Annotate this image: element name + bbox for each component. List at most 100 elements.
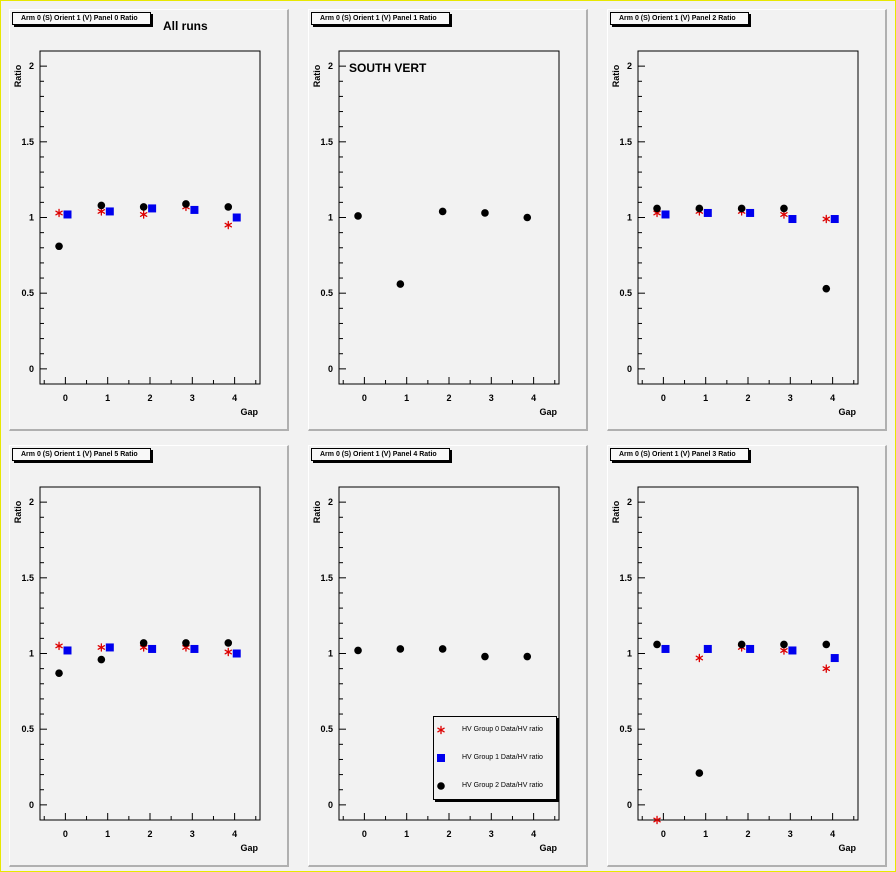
x-tick-label: 1 [105, 393, 110, 403]
pad-panel-2: 0 0.5 1 1.5 2 0 1 2 3 4 Gap Ratio Arm 0 (S) Orient … [607, 9, 887, 431]
data-point-square [830, 654, 839, 663]
pad-title: Arm 0 (S) Orient 1 (V) Panel 1 Ratio [311, 12, 450, 25]
pad-panel-5: 0 0.5 1 1.5 2 0 1 2 3 4 Gap Ratio Arm 0 (S) Orient … [9, 445, 289, 867]
data-point-square [788, 646, 797, 655]
legend-marker [437, 782, 445, 790]
data-point-circle [780, 204, 788, 213]
x-tick-label: 0 [661, 829, 666, 839]
data-point-circle [224, 639, 233, 647]
y-tick-label: 2 [29, 61, 34, 71]
data-point-square [148, 204, 157, 213]
y-axis-label: Ratio [13, 64, 23, 87]
data-point-square [703, 208, 712, 217]
data-point-circle [523, 213, 532, 222]
data-point-square [703, 644, 712, 653]
y-tick-label: 0.5 [619, 288, 632, 298]
y-tick-label: 1.5 [21, 137, 34, 147]
x-tick-label: 0 [362, 829, 367, 839]
data-point-circle [695, 204, 704, 213]
data-point-square [788, 215, 797, 224]
data-point-circle [97, 655, 106, 664]
plot-frame [637, 50, 859, 385]
y-axis-label: Ratio [312, 500, 322, 523]
data-point-circle [396, 645, 405, 653]
y-axis-label: Ratio [312, 64, 322, 87]
x-axis-label: Gap [838, 843, 856, 853]
pad-panel-1: 0 0.5 1 1.5 2 0 1 2 3 4 Gap Ratio SOUTH VERT Arm 0 (… [308, 9, 588, 431]
x-tick-label: 1 [404, 829, 409, 839]
data-point-circle [224, 203, 233, 211]
plot-frame [338, 50, 560, 385]
data-point-star [822, 664, 831, 673]
data-point-circle [354, 646, 362, 655]
data-point-circle [55, 242, 63, 251]
data-point-circle [396, 280, 405, 288]
y-tick-label: 1 [29, 213, 34, 223]
y-tick-label: 1.5 [320, 137, 333, 147]
legend-marker-circle-icon [437, 782, 445, 790]
data-point-circle [354, 212, 362, 220]
legend-label: HV Group 0 Data/HV ratio [462, 726, 543, 733]
legend-entry: HV Group 0 Data/HV ratio [434, 723, 556, 737]
data-point-circle [438, 207, 447, 216]
data-point-star [139, 210, 148, 219]
x-tick-label: 3 [489, 393, 494, 403]
legend-box: HV Group 0 Data/HV ratio HV Group 1 Data… [433, 716, 557, 800]
x-tick-label: 0 [661, 393, 666, 403]
x-tick-label: 1 [703, 829, 708, 839]
data-point-circle [139, 203, 148, 211]
y-tick-label: 0.5 [21, 288, 34, 298]
data-point-circle [523, 652, 532, 661]
data-point-circle [695, 769, 704, 777]
data-point-circle [653, 640, 661, 649]
y-tick-label: 1.5 [619, 573, 632, 583]
legend-marker [437, 754, 445, 762]
pad-panel-4: 0 0.5 1 1.5 2 0 1 2 3 4 Gap Ratio Arm 0 (S) Orient … [308, 445, 588, 867]
legend-marker-square-icon [437, 754, 445, 762]
y-axis-label: Ratio [611, 64, 621, 87]
pad-title: Arm 0 (S) Orient 1 (V) Panel 4 Ratio [311, 448, 450, 461]
pad-title: Arm 0 (S) Orient 1 (V) Panel 3 Ratio [610, 448, 749, 461]
data-point-circle [653, 204, 661, 213]
data-point-square [232, 649, 241, 658]
data-point-circle [182, 639, 190, 647]
x-tick-label: 4 [830, 829, 835, 839]
y-tick-label: 0.5 [320, 724, 333, 734]
x-tick-label: 4 [531, 829, 536, 839]
chart-annotation: All runs [163, 19, 208, 33]
plot-frame [637, 486, 859, 821]
data-point-star [695, 653, 704, 663]
data-point-square [148, 644, 157, 653]
x-tick-label: 2 [745, 829, 750, 839]
x-tick-label: 4 [232, 393, 237, 403]
y-tick-label: 1 [627, 213, 632, 223]
y-tick-label: 0 [29, 364, 34, 374]
y-tick-label: 1.5 [619, 137, 632, 147]
y-tick-label: 1.5 [21, 573, 34, 583]
x-axis-label: Gap [240, 843, 258, 853]
x-tick-label: 0 [63, 393, 68, 403]
data-point-square [105, 207, 114, 216]
x-axis-label: Gap [539, 843, 557, 853]
pad-title: Arm 0 (S) Orient 1 (V) Panel 0 Ratio [12, 12, 151, 25]
data-point-circle [55, 669, 63, 677]
y-tick-label: 0 [29, 800, 34, 810]
x-tick-label: 2 [147, 829, 152, 839]
data-point-circle [481, 652, 489, 661]
legend-entry: HV Group 1 Data/HV ratio [434, 751, 556, 765]
data-point-square [661, 644, 670, 653]
y-tick-label: 1.5 [320, 573, 333, 583]
plot-frame [39, 486, 261, 821]
x-tick-label: 1 [105, 829, 110, 839]
x-axis-label: Gap [240, 407, 258, 417]
y-tick-label: 1 [627, 649, 632, 659]
data-point-square [105, 643, 114, 652]
x-tick-label: 2 [147, 393, 152, 403]
data-point-star [822, 214, 831, 224]
legend-marker [437, 725, 445, 735]
data-point-square [830, 215, 839, 224]
